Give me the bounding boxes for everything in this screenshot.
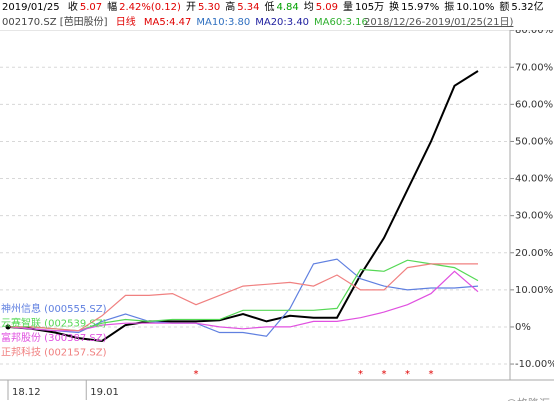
y-tick-label: 50.00%	[515, 136, 553, 147]
quote-bar: 2019/01/25 收 5.07 幅 2.42%(0.12) 开 5.30 高 5.34 低 4…	[2, 1, 549, 15]
start-dot	[5, 324, 11, 330]
date: 2019/01/25	[2, 2, 60, 13]
quote-label: 均	[303, 2, 314, 13]
y-tick-label: 30.00%	[515, 211, 553, 222]
y-tick-label: 40.00%	[515, 174, 553, 185]
series-line	[8, 259, 479, 332]
moving-average: MA5:4.47	[143, 17, 192, 28]
watermark: @格隆汇	[506, 396, 550, 401]
y-tick-label: 0%	[515, 322, 531, 333]
y-tick-label: 20.00%	[515, 248, 553, 259]
quote-value: 10.10%	[456, 2, 495, 13]
legend-entry: 神州信息 (000555.SZ)	[1, 302, 107, 315]
quote-label: 开	[185, 2, 196, 13]
quote-value: 4.84	[276, 2, 299, 13]
event-marker: *	[429, 369, 434, 380]
y-tick-label: 10.00%	[515, 285, 553, 296]
info-bar: 002170.SZ [芭田股份] 日线 MA5:4.47 MA10:3.80 MA2…	[2, 16, 552, 30]
event-marker: *	[194, 369, 199, 380]
event-marker: *	[382, 369, 387, 380]
legend-entry: 云赛智联 (002539.SZ)	[1, 317, 107, 330]
quote-label: 振	[444, 2, 455, 13]
y-tick-label: -10.00%	[515, 359, 554, 370]
series-line	[8, 263, 478, 332]
y-tick-label: 70.00%	[515, 62, 553, 73]
quote-label: 低	[264, 2, 275, 13]
quote-value: 5.09	[315, 2, 338, 13]
series-line	[7, 270, 479, 332]
quote-value: 5.07	[79, 2, 103, 13]
quote-label: 幅	[107, 2, 118, 13]
quote-value: 105万	[355, 2, 385, 13]
quote-value: 15.97%	[401, 2, 440, 13]
series-line	[7, 70, 479, 343]
moving-average: MA20:3.40	[255, 17, 310, 28]
moving-average: MA10:3.80	[196, 17, 251, 28]
x-tick-label: 19.01	[90, 387, 119, 398]
quote-label: 量	[343, 2, 353, 13]
date-range[interactable]: 2018/12/26-2019/01/25(21日)	[364, 17, 514, 28]
quote-value: 5.32亿	[511, 2, 544, 13]
quote-value: 5.34	[237, 2, 260, 13]
moving-average: MA60:3.16	[314, 17, 368, 28]
x-tick-label: 18.12	[12, 387, 41, 398]
legend-entry: 富邦股份 (300387.SZ)	[1, 331, 107, 344]
quote-value: 2.42%(0.12)	[119, 2, 181, 13]
legend-entry: 正邦科技 (002157.SZ)	[1, 346, 107, 359]
quote-value: 5.30	[197, 2, 221, 13]
quote-label: 额	[499, 2, 510, 13]
stock-code: 002170.SZ [芭田股份]	[2, 17, 108, 28]
y-tick-label: 80.00%	[515, 30, 553, 36]
event-marker: *	[405, 369, 410, 380]
quote-label: 换	[389, 2, 400, 13]
y-tick-label: 60.00%	[515, 99, 553, 110]
quote-label: 收	[67, 2, 78, 13]
quote-label: 高	[225, 2, 236, 13]
period: 日线	[115, 17, 136, 28]
event-marker: *	[358, 369, 363, 380]
chart: -10.00% 0% 10.00% 20.00% 30.00% 40.00% 50.00% 6…	[0, 30, 554, 401]
